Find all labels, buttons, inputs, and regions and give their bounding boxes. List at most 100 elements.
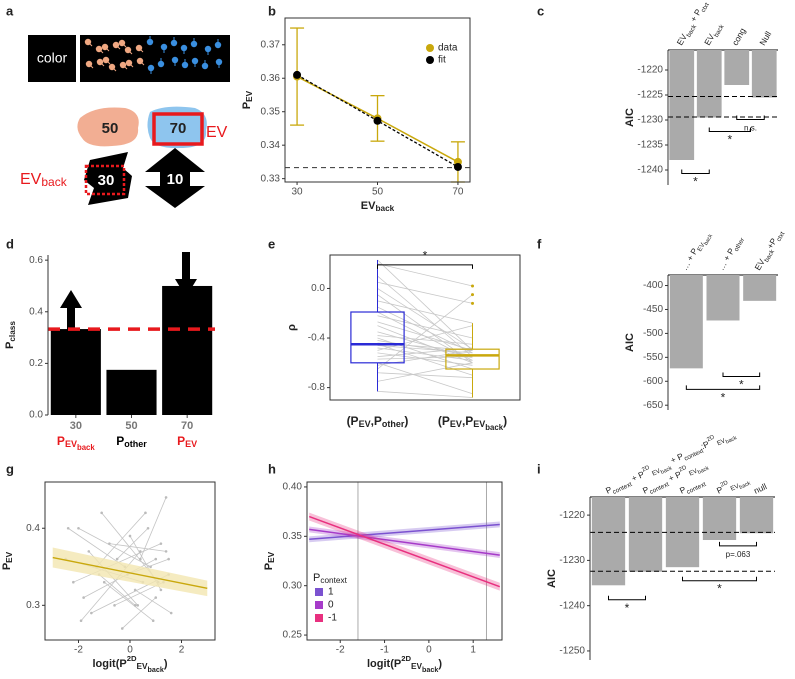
category-label: PEVback xyxy=(57,434,95,452)
legend-label: -1 xyxy=(328,613,337,624)
y-tick-label: 0.40 xyxy=(283,482,303,493)
text-part: ,P xyxy=(462,414,473,428)
text-part: P xyxy=(4,342,16,349)
y-tick-label: 0.34 xyxy=(261,140,281,151)
up-arrow xyxy=(60,290,82,335)
y-tick-label: -1240 xyxy=(559,600,585,611)
panel-label: i xyxy=(537,461,541,476)
outlier xyxy=(471,284,474,288)
subject-point xyxy=(90,611,93,615)
x-tick-label: 30 xyxy=(292,187,304,198)
y-tick-label: -0.8 xyxy=(308,382,326,393)
y-tick-label: -1220 xyxy=(559,510,585,521)
category-label: Null xyxy=(757,29,773,47)
y-tick-label: -1225 xyxy=(637,90,663,101)
x-tick-label: 2 xyxy=(179,645,185,656)
text-part: P xyxy=(678,484,688,496)
pair-line xyxy=(377,347,473,361)
ev-back-box xyxy=(84,164,126,196)
pair-line xyxy=(377,390,473,398)
significance-label: p=.063 xyxy=(726,550,751,559)
subject-point xyxy=(66,526,70,530)
pair-line xyxy=(377,306,473,354)
y-axis-label: PEV xyxy=(1,551,14,570)
script-part: EV xyxy=(5,551,14,563)
y-tick-label: -500 xyxy=(643,328,663,339)
legend-key xyxy=(315,601,323,609)
dot-tail xyxy=(121,42,127,48)
script-part: EV xyxy=(729,482,740,492)
bar xyxy=(50,329,101,415)
pair-line xyxy=(377,300,473,324)
script-part: context xyxy=(683,447,705,462)
text-part: :P xyxy=(699,439,711,452)
subject-point xyxy=(82,596,85,599)
x-tick-label: 0 xyxy=(127,645,133,656)
stimulus-number: 70 xyxy=(170,120,187,137)
pair-line xyxy=(377,311,473,361)
text-part: P xyxy=(641,484,651,496)
panel-label: f xyxy=(537,236,542,251)
subject-point xyxy=(167,557,170,561)
significance-label: * xyxy=(728,132,733,146)
significance-bracket xyxy=(685,385,761,390)
category-label: … + Pother xyxy=(716,233,746,273)
legend-label: data xyxy=(438,43,458,54)
category-label: EVback+Pctxt xyxy=(753,228,787,274)
dot-tail xyxy=(88,63,94,69)
subject-line xyxy=(80,551,141,621)
script-part: EV xyxy=(359,419,371,429)
subject-line xyxy=(109,543,167,552)
subject-point xyxy=(113,604,116,607)
script-part: back xyxy=(422,666,438,674)
y-tick-label: -400 xyxy=(643,280,663,291)
fit-line xyxy=(52,556,208,590)
text-part: P xyxy=(1,563,13,570)
significance-label: * xyxy=(739,377,744,391)
category-label: Pother xyxy=(116,434,147,449)
dot-tail xyxy=(105,59,111,65)
panel-label: b xyxy=(268,3,276,18)
ev-label: EV xyxy=(206,124,228,141)
script-part: EV xyxy=(651,467,662,477)
script-part: other xyxy=(124,439,147,449)
x-tick-label: 50 xyxy=(372,187,384,198)
significance-bracket xyxy=(682,576,757,582)
dot-tail xyxy=(128,62,134,68)
legend-key xyxy=(315,588,323,596)
pair-line xyxy=(377,263,473,287)
bar xyxy=(106,369,157,415)
dot-tail xyxy=(115,44,121,50)
point xyxy=(293,70,302,79)
category-label: cong xyxy=(730,26,748,47)
y-tick-label: 0.30 xyxy=(283,580,303,591)
subject-point xyxy=(151,619,155,623)
panel-d-arrows xyxy=(60,252,197,335)
x-tick-label: 30 xyxy=(70,420,82,432)
script-part: back xyxy=(77,443,95,452)
script-part: EV xyxy=(245,90,254,102)
y-tick-label: 0.33 xyxy=(261,173,281,184)
down-arrow xyxy=(175,252,197,297)
y-tick-label: 0.35 xyxy=(261,106,281,117)
x-tick-label: 70 xyxy=(181,420,193,432)
significance-label: n.s. xyxy=(744,123,757,132)
x-tick-label: 0 xyxy=(426,645,432,656)
script-part: EV xyxy=(267,551,276,563)
y-tick-label: -450 xyxy=(643,304,663,315)
subject-point xyxy=(159,588,163,592)
outlier xyxy=(471,301,474,305)
pair-line xyxy=(377,294,473,370)
text-part: +P xyxy=(765,236,779,250)
subject-point xyxy=(79,619,83,623)
series-line xyxy=(308,515,501,588)
panel-label: d xyxy=(6,236,14,251)
panel-label: a xyxy=(6,3,14,18)
script-part: back xyxy=(703,233,714,246)
plot-frame xyxy=(329,254,521,401)
subject-point xyxy=(115,557,119,561)
script-part: 2D xyxy=(401,654,411,663)
script-part: other xyxy=(382,419,405,429)
text-part: (P xyxy=(347,414,359,428)
subject-point xyxy=(159,542,163,545)
